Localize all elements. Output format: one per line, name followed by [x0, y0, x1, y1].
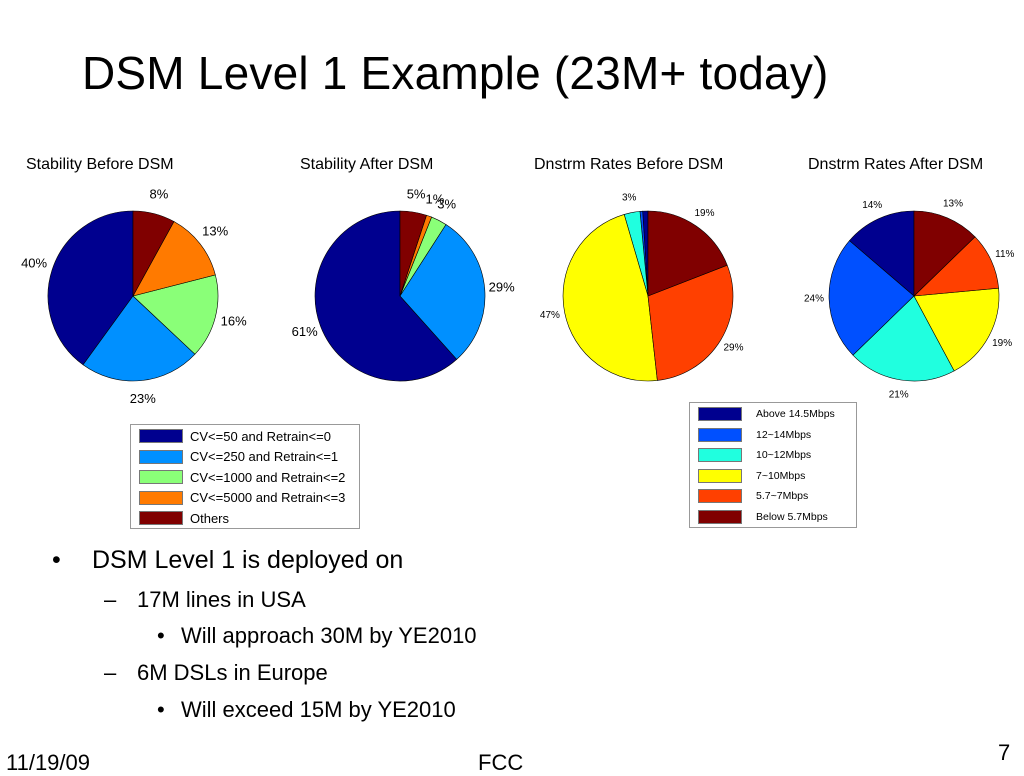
- pie-slice-cv-250-and-retrain-1: [82, 295, 196, 382]
- bullet-text: DSM Level 1 is deployed on: [92, 546, 404, 574]
- legend-item: 12~14Mbps: [698, 425, 811, 445]
- pie-data-label: 1%: [426, 192, 445, 207]
- legend-label: CV<=1000 and Retrain<=2: [190, 469, 346, 485]
- legend-label: Others: [190, 510, 230, 526]
- legend-item: CV<=5000 and Retrain<=3: [139, 488, 345, 508]
- pie-slice-below-5-7mbps: [647, 210, 728, 297]
- legend-item: CV<=50 and Retrain<=0: [139, 426, 331, 446]
- pie-data-label: 13%: [943, 199, 963, 210]
- bullet-marker: •: [157, 697, 165, 722]
- pie-slice-10-12mbps: [852, 295, 955, 382]
- legend-rates: Above 14.5Mbps 12~14Mbps 10~12Mbps 7~10Mbps…: [689, 402, 857, 528]
- pie-slice-12-14mbps: [828, 240, 915, 356]
- pie-data-label: 8%: [150, 187, 169, 202]
- footer-date: 11/19/09: [6, 750, 91, 775]
- legend-item: Others: [139, 508, 229, 528]
- pie-slice-cv-5000-and-retrain-3: [132, 221, 216, 297]
- pie-stability-after-dsm: 61% 29% 3%1%5%: [292, 187, 515, 382]
- legend-swatch: [139, 429, 183, 443]
- pie-stability-before-dsm: 40% 23% 16% 13% 8%: [21, 187, 247, 406]
- legend-swatch: [139, 449, 183, 464]
- pie-slice-5-7-7mbps: [647, 264, 734, 381]
- legend-label: 7~10Mbps: [756, 469, 806, 482]
- pie-slice-above-14-5mbps: [849, 210, 915, 297]
- legend-item: Below 5.7Mbps: [698, 507, 828, 527]
- legend-item: CV<=1000 and Retrain<=2: [139, 467, 345, 487]
- legend-item: 7~10Mbps: [698, 466, 805, 486]
- legend-item: Above 14.5Mbps: [698, 404, 835, 424]
- slide-title: DSM Level 1 Example (23M+ today): [82, 47, 829, 99]
- bullet-text: 6M DSLs in Europe: [137, 660, 328, 685]
- legend-stability: CV<=50 and Retrain<=0 CV<=250 and Retrain…: [130, 424, 360, 529]
- bullet-marker: •: [157, 623, 165, 648]
- bullet-marker: –: [104, 587, 117, 612]
- legend-swatch: [139, 511, 183, 525]
- bullet-marker: •: [52, 546, 61, 574]
- pie-slice-cv-1000-and-retrain-2: [132, 274, 219, 355]
- legend-swatch: [698, 509, 742, 524]
- pie-slice-7-10mbps: [913, 287, 1000, 372]
- pie-slice-below-5-7mbps: [913, 210, 976, 297]
- legend-label: 5.7~7Mbps: [756, 490, 809, 502]
- pie-data-label: 61%: [292, 324, 318, 339]
- legend-label: Below 5.7Mbps: [756, 510, 828, 523]
- pie-slice-others: [132, 210, 175, 297]
- bullet-text: 17M lines in USA: [137, 587, 306, 612]
- legend-swatch: [698, 407, 742, 421]
- pie-slice-cv-50-and-retrain-0: [47, 210, 134, 366]
- chart-title-stability-before: Stability Before DSM: [26, 156, 174, 173]
- bullet-text: Will exceed 15M by YE2010: [181, 697, 456, 722]
- pie-slice-others: [399, 210, 427, 297]
- pie-data-label: 24%: [804, 294, 824, 305]
- pie-data-label: 21%: [889, 389, 909, 400]
- legend-item: 5.7~7Mbps: [698, 486, 808, 506]
- legend-item: CV<=250 and Retrain<=1: [139, 447, 338, 467]
- pie-data-label: 40%: [21, 255, 47, 270]
- legend-swatch: [698, 427, 742, 442]
- pie-data-label: 19%: [694, 208, 714, 219]
- legend-swatch: [698, 468, 742, 483]
- legend-swatch: [698, 489, 742, 503]
- pie-data-label: 47%: [540, 310, 560, 321]
- bullet-marker: –: [104, 660, 117, 685]
- page-number: 7: [998, 740, 1011, 765]
- legend-label: CV<=5000 and Retrain<=3: [190, 490, 346, 505]
- pie-slice-7-10mbps: [562, 214, 658, 382]
- legend-label: CV<=50 and Retrain<=0: [190, 428, 331, 444]
- pie-data-label: 3%: [437, 197, 456, 212]
- chart-title-rates-before: Dnstrm Rates Before DSM: [534, 156, 724, 173]
- pie-dnstrm-rates-after-dsm: 14% 24% 21% 19% 11% 13%: [804, 199, 1015, 401]
- legend-label: 10~12Mbps: [756, 449, 812, 461]
- pie-data-label: 29%: [723, 342, 743, 353]
- footer-center-text: FCC: [478, 750, 524, 775]
- pie-data-label: 29%: [489, 279, 515, 294]
- legend-label: CV<=250 and Retrain<=1: [190, 449, 339, 464]
- pie-data-label: 11%: [995, 249, 1014, 260]
- legend-label: Above 14.5Mbps: [756, 408, 835, 420]
- pie-data-label: 13%: [202, 224, 228, 239]
- pie-data-label: 16%: [221, 313, 247, 328]
- legend-swatch: [139, 470, 183, 484]
- chart-title-stability-after: Stability After DSM: [300, 156, 434, 173]
- legend-swatch: [698, 448, 742, 462]
- pie-data-label: 14%: [862, 200, 882, 211]
- legend-swatch: [139, 490, 183, 505]
- pie-data-label: 19%: [992, 338, 1012, 349]
- pie-data-label: 5%: [407, 187, 426, 202]
- pie-slice-cv-250-and-retrain-1: [399, 224, 486, 360]
- legend-label: 12~14Mbps: [756, 428, 812, 441]
- pie-data-label: 23%: [130, 391, 156, 406]
- legend-item: 10~12Mbps: [698, 445, 811, 465]
- pie-slice-cv-50-and-retrain-0: [314, 210, 458, 382]
- pie-data-label: 3%: [622, 192, 637, 203]
- pie-dnstrm-rates-before-dsm: 3% 47% 29% 19%: [540, 192, 744, 382]
- chart-title-rates-after: Dnstrm Rates After DSM: [808, 156, 984, 173]
- bullet-text: Will approach 30M by YE2010: [181, 623, 477, 648]
